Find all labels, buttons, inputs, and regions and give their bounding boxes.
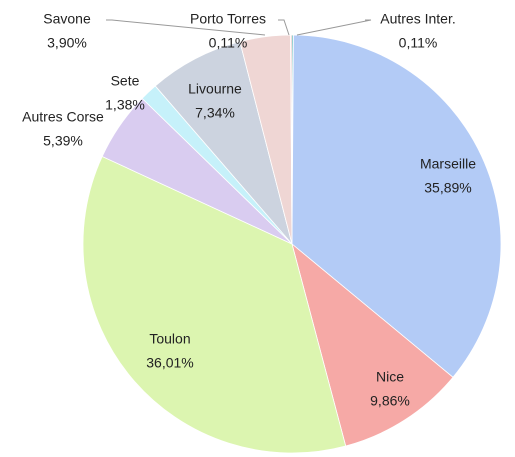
leader-line [296,19,372,36]
slice-value-label: 36,01% [146,355,193,371]
slice-value-label: 1,38% [105,97,145,113]
slice-value-label: 7,34% [195,105,235,121]
pie-slice [291,34,502,378]
pie-slice [291,242,454,447]
pie-slice [82,155,347,454]
slice-label: Toulon [149,331,190,347]
slice-label: Sete [111,73,140,89]
slice-value-label: 3,90% [47,35,87,51]
slice-label: Porto Torres [190,11,266,27]
slice-label: Marseille [420,156,476,172]
slice-label: Nice [376,369,404,385]
slice-label: Savone [43,11,91,27]
slice-value-label: 5,39% [43,133,83,149]
pie-slice [154,41,293,245]
pie-slice [290,34,293,245]
slice-label: Autres Inter. [380,11,455,27]
leader-line [106,19,266,36]
slice-value-label: 9,86% [370,393,410,409]
slice-label: Livourne [188,81,242,97]
slice-label: Autres Corse [22,109,104,125]
slice-value-label: 0,11% [209,35,248,51]
slice-value-label: 35,89% [424,180,471,196]
slice-value-label: 0,11% [399,35,438,51]
leader-line [278,19,290,36]
